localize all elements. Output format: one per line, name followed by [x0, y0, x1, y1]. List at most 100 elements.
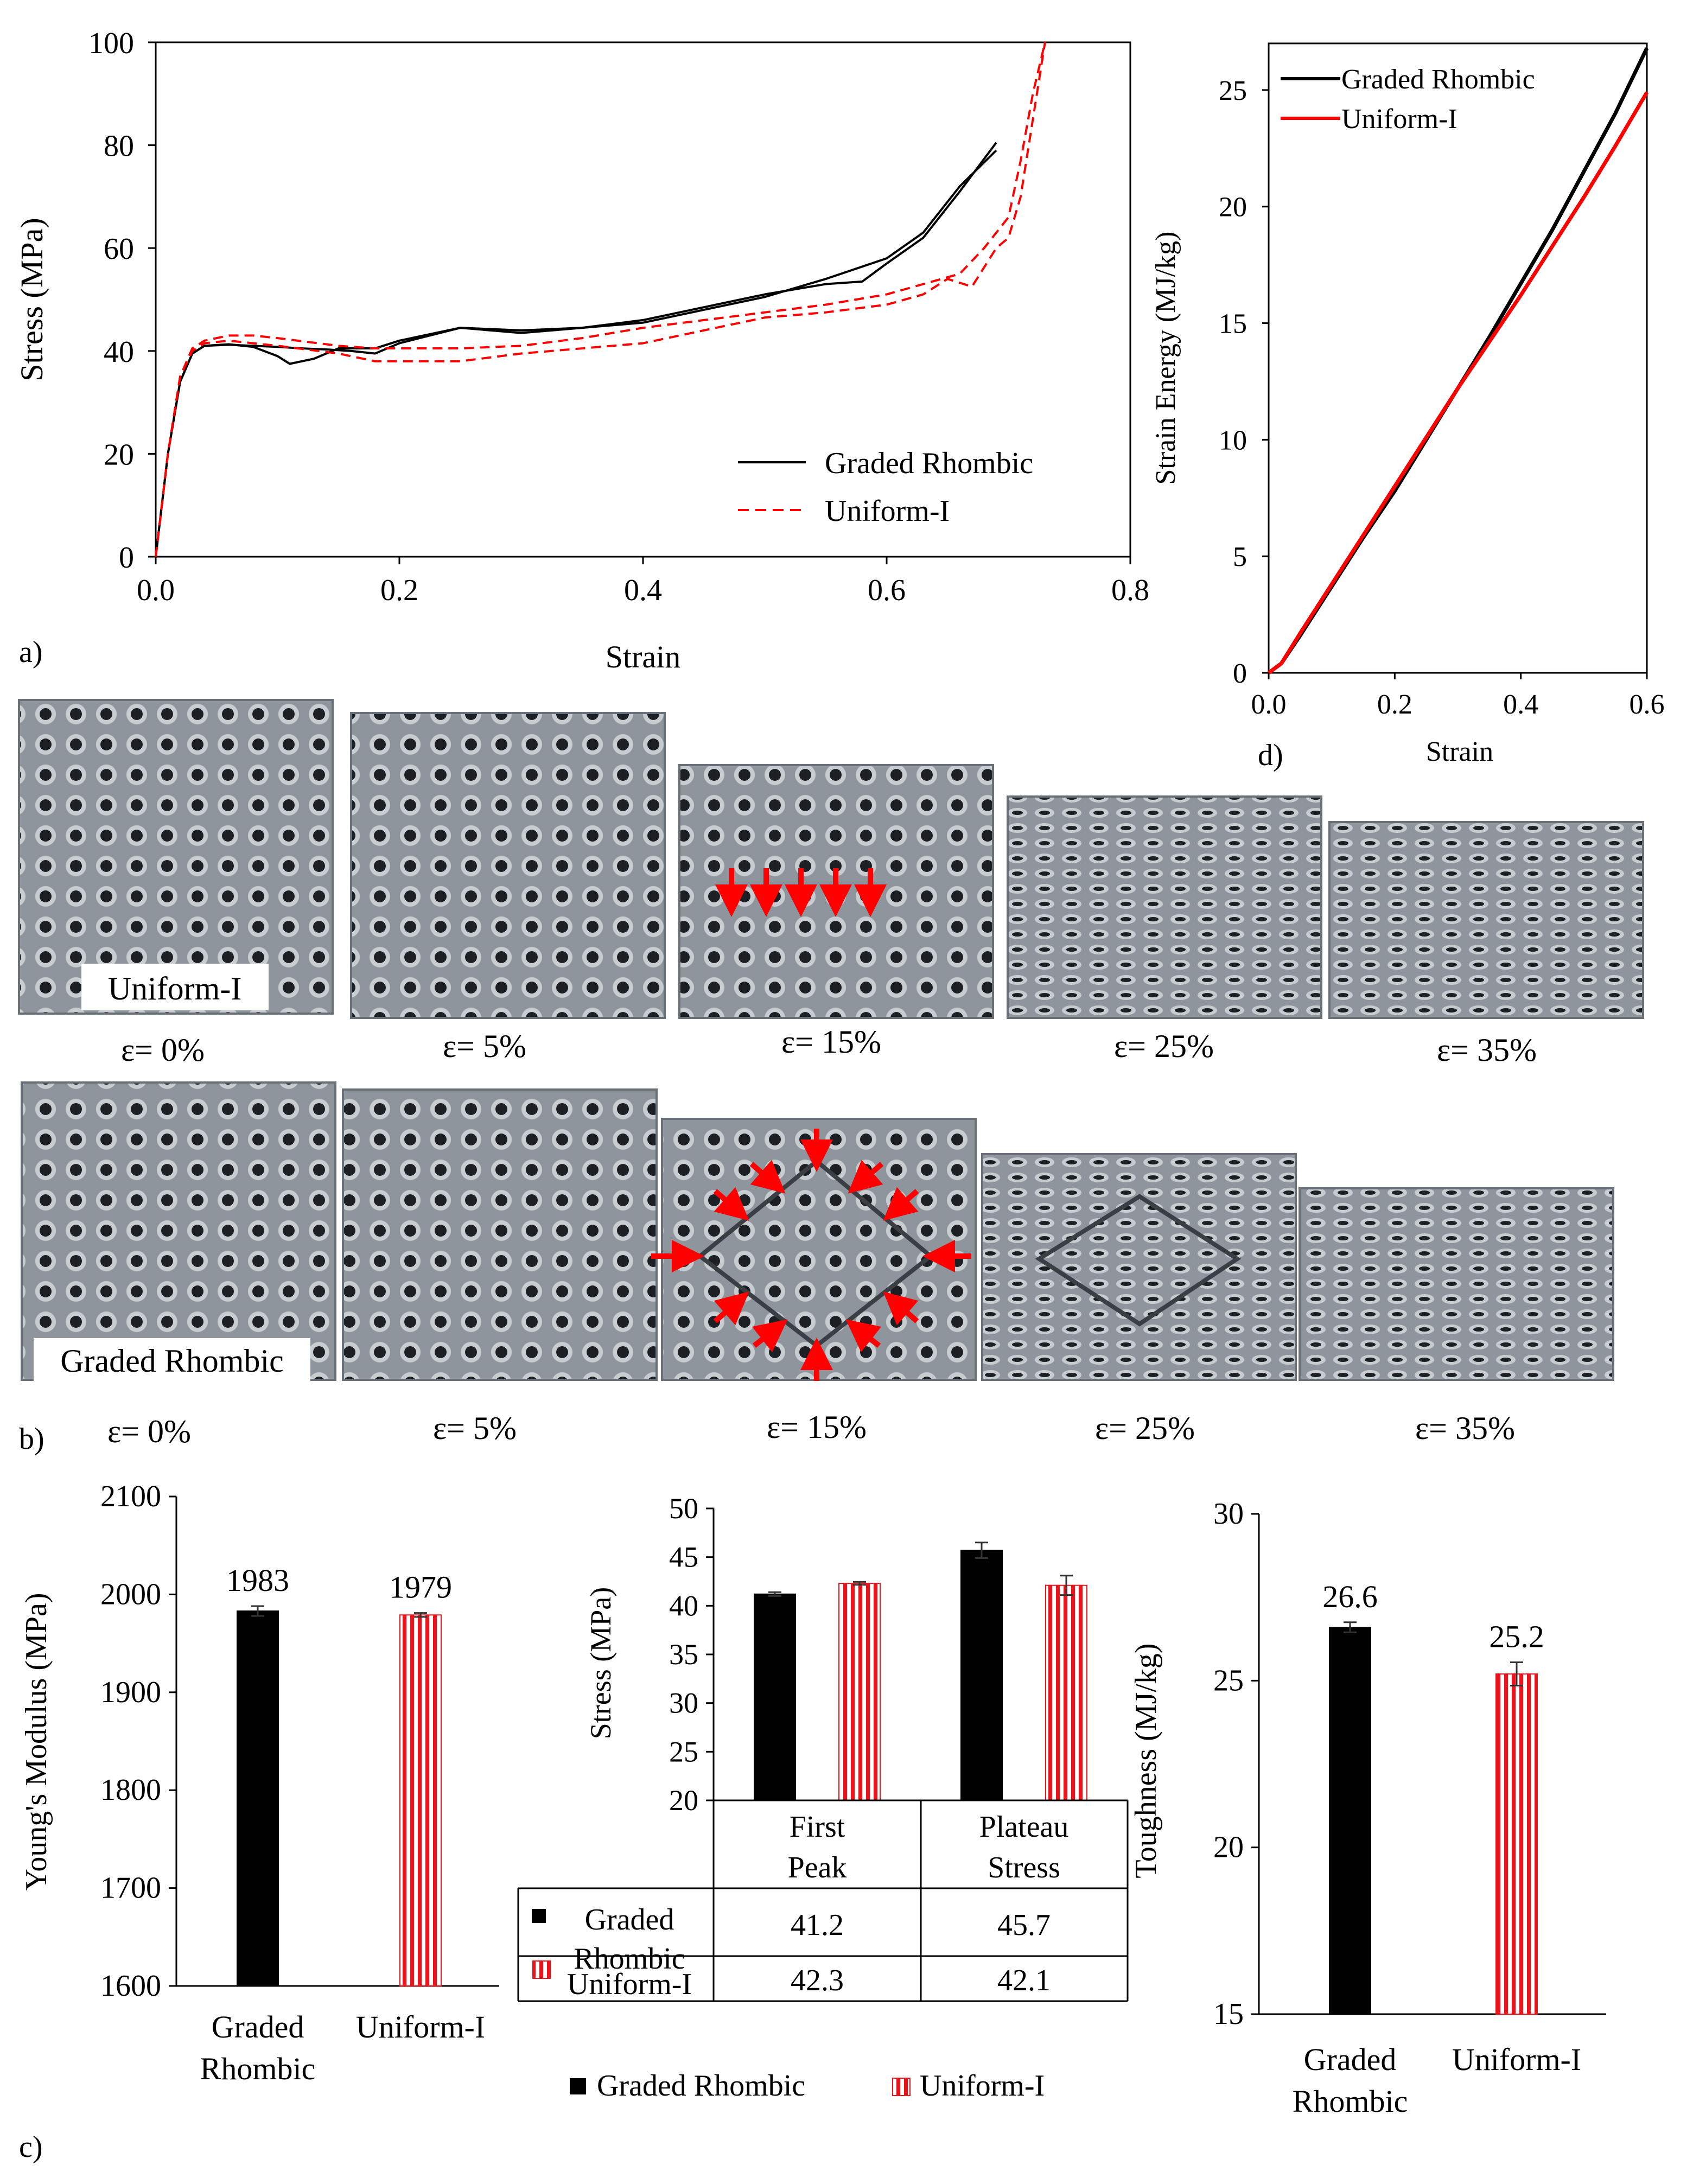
y-tick-label: 0	[119, 541, 134, 575]
y-tick-label: 45	[669, 1541, 698, 1574]
strain-label: ε= 0%	[107, 1413, 191, 1449]
panel-label-c: c)	[19, 2130, 43, 2164]
y-tick-label: 25	[1213, 1664, 1244, 1697]
photo-graded-25	[981, 1153, 1297, 1381]
category-label: Uniform-I	[1452, 2042, 1581, 2077]
y-tick-label: 25	[669, 1735, 698, 1768]
photo-graded-0	[21, 1081, 336, 1381]
category-label: Graded	[1304, 2042, 1397, 2077]
y-tick-label: 20	[104, 438, 134, 472]
strain-energy-chart: 0.0 0.2 0.4 0.6 0 5 10 15 20 25 Strain Strain Ene…	[1150, 42, 1665, 772]
bar-graded	[754, 1593, 796, 1801]
y-tick-label: 100	[88, 27, 134, 60]
y-tick-label: 15	[1219, 309, 1247, 340]
y-tick-label: 1600	[100, 1969, 161, 2003]
y-tick-label: 80	[104, 130, 134, 163]
y-axis-label: Stress (MPa)	[584, 1587, 617, 1740]
x-tick-label: 0.4	[1503, 689, 1538, 720]
bar-uniform	[399, 1614, 442, 1986]
photo-graded-5	[342, 1088, 658, 1381]
arrow-icon	[713, 1187, 749, 1221]
arrow-icon	[749, 1160, 786, 1194]
legend-label-graded: Graded Rhombic	[597, 2069, 805, 2103]
series-line-uniform	[1267, 91, 1649, 674]
strain-label: ε= 35%	[1437, 1032, 1537, 1068]
bar-graded	[960, 1550, 1003, 1801]
x-axis-label: Strain	[606, 639, 681, 674]
arrow-icon	[883, 1187, 919, 1221]
x-tick-label: 0.4	[624, 574, 662, 607]
stress-strain-chart: 0.0 0.2 0.4 0.6 0.8 0 20 40 60 80 100 Strain Stres…	[14, 27, 1149, 674]
table-row-label: Rhombic	[574, 1942, 685, 1976]
strain-label: ε= 5%	[443, 1028, 526, 1064]
panel-label-a: a)	[19, 635, 43, 669]
legend-key-uniform	[892, 2078, 911, 2096]
strain-label: ε= 15%	[767, 1409, 867, 1445]
y-axis-label: Stress (MPa)	[14, 218, 49, 381]
bar-charts: 1600 1700 1800 1900 2000 2100 1983 1979 Young'…	[19, 1480, 1606, 2164]
photo-uniform-5	[350, 712, 666, 1019]
y-tick-label: 20	[1213, 1831, 1244, 1864]
legend-label-graded: Graded Rhombic	[825, 447, 1033, 480]
y-tick-label: 25	[1219, 75, 1247, 106]
y-tick-label: 20	[669, 1784, 698, 1817]
x-tick-label: 0.2	[1377, 689, 1412, 720]
y-tick-label: 20	[1219, 192, 1247, 223]
plot-frame	[1268, 42, 1648, 674]
table-row-label: Uniform-I	[567, 1967, 692, 2001]
legend-label-uniform: Uniform-I	[1341, 104, 1457, 135]
arrow-icon	[848, 1160, 884, 1194]
y-tick-label: 1900	[100, 1676, 161, 1709]
y-tick-label: 1800	[100, 1773, 161, 1807]
data-label: 25.2	[1489, 1619, 1544, 1654]
bar-graded	[1329, 1626, 1371, 2015]
series-line-graded	[155, 142, 997, 557]
y-tick-label: 50	[669, 1492, 698, 1525]
photo-uniform-35	[1328, 821, 1644, 1019]
photo-label-box	[81, 964, 269, 1010]
data-label: 26.6	[1322, 1579, 1378, 1614]
collapse-arrows-uniform	[715, 868, 887, 917]
strain-label: ε= 25%	[1095, 1410, 1195, 1446]
toughness-chart: 15 20 25 30 26.6 25.2 Toughness (MJ/kg) Grad…	[1129, 1497, 1606, 2119]
photo-uniform-0	[18, 699, 334, 1015]
series-line-uniform	[155, 42, 1046, 557]
legend-label-uniform: Uniform-I	[825, 494, 950, 528]
data-label: 1979	[389, 1570, 452, 1605]
strain-label: ε= 15%	[781, 1024, 881, 1060]
y-tick-label: 30	[1213, 1497, 1244, 1531]
panel-label-b: b)	[19, 1422, 44, 1456]
strain-label: ε= 25%	[1114, 1028, 1214, 1064]
category-label: First	[790, 1810, 845, 1844]
photo-uniform-25	[1007, 795, 1322, 1019]
data-table	[517, 1799, 1129, 2002]
strain-label: ε= 0%	[121, 1032, 205, 1068]
x-tick-label: 0.6	[1630, 689, 1665, 720]
category-label: Rhombic	[200, 2051, 316, 2086]
category-label: Graded	[212, 2009, 304, 2045]
stress-bar-chart: 20 25 30 35 40 45 50 Stress (MPa) First Peak P…	[517, 1492, 1129, 2103]
legend-label-uniform: Uniform-I	[920, 2069, 1045, 2103]
y-tick-label: 40	[104, 335, 134, 369]
bar-uniform	[838, 1583, 881, 1801]
deformation-photos: Uniform-I ε= 0% ε= 5% ε= 15% ε= 25% ε= 3…	[18, 699, 1644, 1456]
x-axis-label: Strain	[1426, 736, 1493, 767]
y-tick-label: 2000	[100, 1577, 161, 1611]
legend-key-graded	[570, 2078, 586, 2094]
table-cell: 41.2	[791, 1908, 844, 1942]
y-tick-label: 40	[669, 1589, 698, 1622]
data-label: 1983	[226, 1563, 289, 1598]
legend-key-uniform	[532, 1960, 551, 1979]
youngs-modulus-chart: 1600 1700 1800 1900 2000 2100 1983 1979 Young'…	[20, 1480, 499, 2086]
uniform-photo-label: Uniform-I	[108, 971, 242, 1007]
bar-graded	[237, 1610, 279, 1987]
table-cell: 42.1	[997, 1964, 1051, 1997]
x-tick-label: 0.8	[1111, 574, 1149, 607]
photo-graded-35	[1299, 1187, 1614, 1381]
arrow-icon	[883, 1291, 919, 1326]
strain-label: ε= 35%	[1415, 1410, 1515, 1446]
arrow-icon	[845, 1319, 882, 1353]
y-tick-label: 15	[1213, 1997, 1244, 2031]
legend-key-graded	[532, 1909, 546, 1923]
